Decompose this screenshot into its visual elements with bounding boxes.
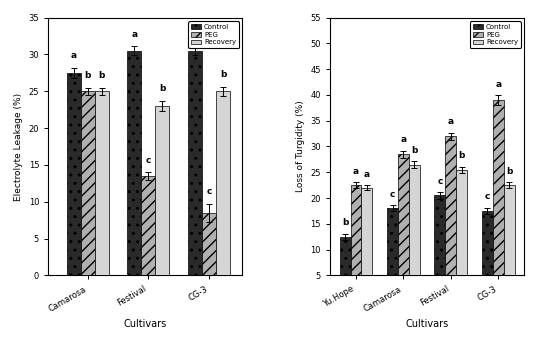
Text: b: b bbox=[85, 71, 91, 80]
Bar bbox=[340, 237, 350, 301]
Bar bbox=[216, 91, 230, 275]
Bar bbox=[350, 185, 362, 301]
Bar bbox=[387, 208, 398, 301]
Y-axis label: Electrolyte Leakage (%): Electrolyte Leakage (%) bbox=[14, 92, 23, 201]
Text: a: a bbox=[448, 117, 454, 126]
Bar bbox=[456, 170, 467, 301]
Bar bbox=[445, 136, 456, 301]
Bar bbox=[362, 188, 372, 301]
Text: a: a bbox=[400, 135, 407, 144]
Legend: Control, PEG, Recovery: Control, PEG, Recovery bbox=[188, 21, 239, 48]
Text: a: a bbox=[353, 167, 359, 175]
Bar bbox=[409, 164, 420, 301]
Bar bbox=[188, 51, 202, 275]
Text: a: a bbox=[495, 80, 501, 89]
Bar bbox=[482, 211, 493, 301]
X-axis label: Cultivars: Cultivars bbox=[406, 319, 449, 329]
Legend: Control, PEG, Recovery: Control, PEG, Recovery bbox=[470, 21, 521, 48]
Bar bbox=[141, 176, 155, 275]
Text: c: c bbox=[146, 156, 151, 164]
Bar bbox=[493, 100, 503, 301]
Bar bbox=[202, 213, 216, 275]
Bar bbox=[155, 106, 169, 275]
Text: b: b bbox=[506, 167, 513, 175]
Bar bbox=[398, 154, 409, 301]
X-axis label: Cultivars: Cultivars bbox=[124, 319, 167, 329]
Bar bbox=[127, 51, 141, 275]
Text: c: c bbox=[485, 192, 490, 201]
Text: b: b bbox=[411, 146, 417, 155]
Bar bbox=[67, 73, 81, 275]
Text: a: a bbox=[131, 30, 137, 38]
Text: b: b bbox=[342, 218, 348, 227]
Text: b: b bbox=[220, 70, 226, 79]
Text: b: b bbox=[159, 84, 165, 93]
Text: c: c bbox=[207, 187, 212, 196]
Bar bbox=[95, 91, 109, 275]
Bar bbox=[81, 91, 95, 275]
Text: c: c bbox=[390, 190, 395, 199]
Bar bbox=[434, 196, 445, 301]
Text: c: c bbox=[437, 177, 442, 186]
Text: b: b bbox=[98, 71, 105, 80]
Text: a: a bbox=[192, 30, 198, 38]
Text: b: b bbox=[458, 151, 465, 160]
Y-axis label: Loss of Turgidity (%): Loss of Turgidity (%) bbox=[296, 101, 305, 192]
Bar bbox=[503, 185, 515, 301]
Text: a: a bbox=[364, 170, 370, 179]
Text: a: a bbox=[71, 51, 77, 60]
